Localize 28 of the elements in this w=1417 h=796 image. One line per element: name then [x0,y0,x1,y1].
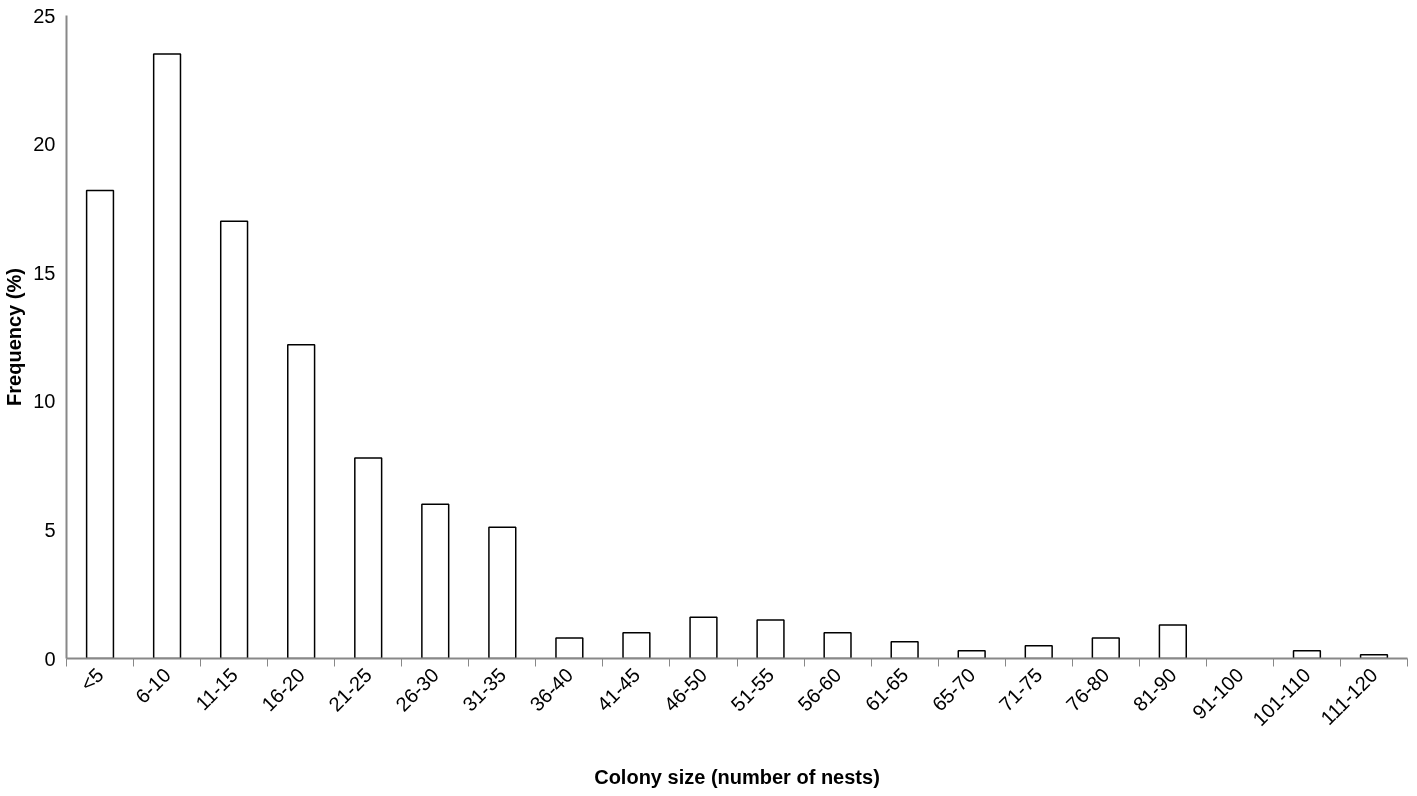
bar [488,526,517,659]
bar [823,632,852,659]
bar [219,220,249,659]
y-tick-label: 15 [33,261,56,284]
bar [1024,644,1053,659]
x-tick-label: <5 [76,663,108,696]
bar [689,616,718,659]
bar [421,503,450,659]
bar [622,632,651,659]
y-tick-label: 0 [44,647,56,670]
y-tick-label: 10 [33,390,56,413]
bar [85,189,115,659]
x-tick-label: 6-10 [130,663,175,708]
bar [756,619,785,659]
bar [1091,637,1120,659]
bar [555,637,584,659]
bar [1292,650,1322,659]
y-tick-label: 25 [33,4,56,27]
y-tick-label: 5 [44,518,56,541]
bar [1158,624,1187,659]
bar [890,641,919,659]
bar [354,457,383,659]
bar [957,650,986,659]
bar [287,343,316,659]
x-axis-title: Colony size (number of nests) [594,765,880,788]
bar [152,53,182,659]
y-tick-label: 20 [33,133,56,156]
y-axis-title: Frequency (%) [3,268,26,406]
